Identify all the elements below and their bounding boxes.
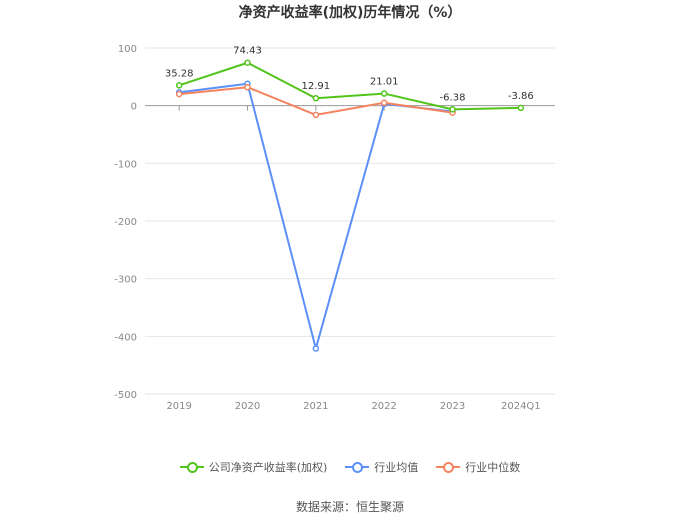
legend-marker-industry-median: [436, 462, 461, 473]
legend: 公司净资产收益率(加权) 行业均值 行业中位数: [0, 459, 700, 475]
data-point-company: [244, 59, 251, 66]
data-label: -6.38: [440, 92, 466, 103]
chart-title: 净资产收益率(加权)历年情况（%）: [238, 5, 462, 21]
data-label: 21.01: [370, 77, 399, 88]
legend-label-industry-median: 行业中位数: [465, 461, 521, 474]
data-point-industry_avg: [312, 345, 320, 352]
source-note: 数据来源：恒生聚源: [295, 500, 404, 514]
data-point-industry_median: [175, 90, 183, 98]
series-line-company: [178, 61, 521, 111]
line-chart: 100 0 -100 -200 -300 -400 -500 2019 2020 2021 2022…: [114, 44, 555, 412]
data-point-company: [449, 106, 456, 113]
x-tick-label: 2021: [303, 401, 328, 412]
y-tick-label: -100: [114, 159, 137, 170]
legend-item-industry-median[interactable]: 行业中位数: [436, 459, 520, 475]
y-tick-label: -400: [114, 332, 137, 343]
legend-marker-industry-avg: [345, 462, 370, 473]
axes: 100 0 -100 -200 -300 -400 -500 2019 2020 2021 2022…: [114, 44, 555, 412]
data-point-company: [517, 104, 525, 112]
data-label: 74.43: [233, 46, 262, 57]
data-label: 12.91: [302, 81, 331, 92]
legend-label-industry-avg: 行业均值: [374, 461, 419, 474]
series: [175, 59, 525, 352]
data-label: -3.86: [508, 91, 534, 102]
grid-lines: [145, 47, 555, 395]
data-labels: 35.28 74.43 12.91 21.01 -6.38 -3.86: [165, 46, 534, 104]
legend-label-company: 公司净资产收益率(加权): [208, 461, 328, 474]
data-point-industry_median: [380, 99, 388, 107]
x-tick-label: 2023: [440, 401, 465, 412]
y-tick-label: 0: [131, 102, 137, 113]
data-point-industry_median: [312, 111, 320, 119]
x-tick-label: 2019: [166, 401, 191, 412]
data-point-company: [175, 82, 183, 89]
data-point-industry_median: [244, 83, 251, 91]
legend-marker-company: [179, 462, 204, 473]
data-point-company: [312, 94, 320, 102]
x-tick-label: 2022: [371, 401, 396, 412]
data-label: 35.28: [165, 68, 194, 79]
data-point-company: [380, 90, 388, 97]
y-tick-label: -500: [114, 390, 137, 401]
x-tick-label: 2020: [235, 401, 260, 412]
x-tick-label: 2024Q1: [501, 401, 541, 412]
series-line-industry_avg: [179, 82, 453, 350]
y-tick-label: -300: [114, 275, 137, 286]
y-tick-label: -200: [114, 217, 137, 228]
legend-item-industry-avg[interactable]: 行业均值: [345, 459, 418, 475]
y-tick-label: 100: [118, 44, 137, 55]
legend-item-company[interactable]: 公司净资产收益率(加权): [179, 459, 328, 475]
